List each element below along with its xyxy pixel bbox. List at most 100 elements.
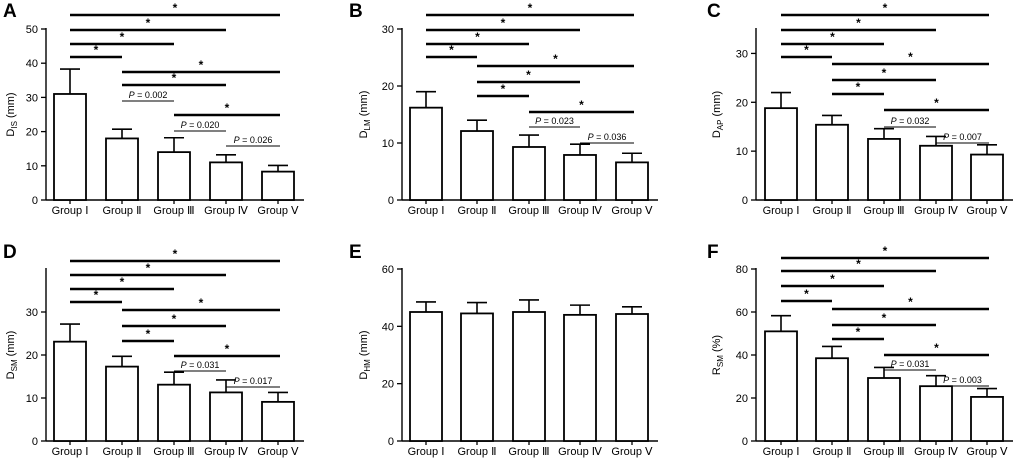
x-tick-label: Group Ⅴ [966,205,1008,217]
chart-panel-b: B 0 10 20 30 DLM (mm) Group Ⅰ Group Ⅱ Group Ⅲ Gro… [349,1,658,217]
x-tick-label: Group Ⅲ [863,446,904,458]
p-value-label: P = 0.036 [588,132,627,142]
y-tick-label: 30 [382,24,394,36]
chart-panel-f: F 0 20 40 60 80 RSM (%) Group Ⅰ Group Ⅱ Group Ⅲ Gr… [707,242,1013,458]
y-tick-label: 40 [382,321,394,333]
x-tick-label: Group Ⅲ [863,205,904,217]
y-axis-label: DAP (mm) [711,91,725,138]
significance-star: * [173,247,178,261]
chart-panel-d: D 0 10 20 30 DSM (mm) Group Ⅰ Group Ⅱ Group Ⅲ Gro… [3,242,304,458]
p-value-label: P = 0.032 [891,116,930,126]
significance-star: * [883,244,888,258]
bar [460,130,494,201]
y-axis-label: DHM (mm) [358,330,372,379]
y-tick-label: 20 [382,379,394,391]
significance-star: * [856,80,861,94]
x-tick-label: Group Ⅳ [558,446,603,458]
significance-star: * [856,325,861,339]
bar [615,161,649,201]
y-axis-label: DIS (mm) [5,92,19,136]
significance-star: * [908,50,913,64]
significance-star: * [579,98,584,112]
y-tick-label: 80 [736,264,748,276]
x-tick-label: Group Ⅲ [153,205,194,217]
x-tick-label: Group Ⅲ [508,205,549,217]
p-value-label: P = 0.031 [891,359,930,369]
significance-star: * [883,1,888,15]
p-value-label: P = 0.003 [943,375,982,385]
bar [157,383,191,442]
x-tick-label: Group Ⅳ [204,205,249,217]
x-tick-label: Group Ⅱ [102,205,141,217]
y-tick-label: 20 [26,127,38,139]
chart-panel-e: E 0 20 40 60 DHM (mm) Group Ⅰ Group Ⅱ Group Ⅲ Gro… [349,242,658,458]
panel-label: C [707,1,721,22]
bar [615,313,649,442]
p-value-label: P = 0.002 [129,90,168,100]
x-tick-label: Group Ⅴ [257,205,299,217]
bar [261,170,295,201]
x-tick-label: Group Ⅱ [812,446,851,458]
significance-star: * [225,342,230,356]
chart-panel-a: A 0 10 20 30 40 50 DIS (mm) Group Ⅰ Group Ⅱ Group … [3,1,304,217]
p-value-label: P = 0.020 [181,120,220,130]
y-tick-label: 0 [32,195,38,207]
significance-star: * [908,295,913,309]
bar [970,396,1004,442]
y-tick-label: 30 [26,92,38,104]
bar [105,137,139,201]
y-tick-label: 0 [388,436,394,448]
x-tick-label: Group Ⅳ [914,205,959,217]
p-value-label: P = 0.017 [234,376,273,386]
x-tick-label: Group Ⅴ [611,205,653,217]
y-tick-label: 0 [388,195,394,207]
y-tick-label: 30 [26,307,38,319]
y-axis-label: RSM (%) [711,335,725,375]
y-tick-label: 10 [382,138,394,150]
bar [764,330,798,442]
x-tick-label: Group Ⅱ [812,205,851,217]
panel-label: E [349,242,362,263]
y-tick-label: 0 [742,195,748,207]
x-tick-label: Group Ⅴ [966,446,1008,458]
bar [867,377,901,442]
p-value-label: P = 0.023 [535,116,574,126]
y-tick-label: 50 [26,24,38,36]
significance-star: * [526,68,531,82]
bar [512,311,546,442]
x-tick-label: Group Ⅱ [102,446,141,458]
significance-star: * [882,66,887,80]
y-tick-label: 30 [736,48,748,60]
significance-star: * [199,58,204,72]
p-value-label: P = 0.026 [234,135,273,145]
bar [512,146,546,201]
x-tick-label: Group Ⅴ [257,446,299,458]
x-tick-label: Group Ⅰ [52,205,89,217]
bar [563,154,597,201]
bar [53,340,87,442]
bar [409,106,443,201]
significance-star: * [804,43,809,57]
bar [815,357,849,442]
y-tick-label: 0 [32,436,38,448]
significance-star: * [830,30,835,44]
y-axis-label: DLM (mm) [358,91,372,139]
bar [261,400,295,442]
significance-star: * [120,275,125,289]
y-tick-label: 20 [382,81,394,93]
bar [105,365,139,442]
y-tick-label: 60 [736,307,748,319]
chart-panel-c: C 0 10 20 30 DAP (mm) Group Ⅰ Group Ⅱ Group Ⅲ Gro… [707,1,1013,217]
significance-star: * [120,30,125,44]
y-tick-label: 10 [736,146,748,158]
x-tick-label: Group Ⅰ [763,205,800,217]
panel-label: D [3,242,17,263]
y-axis-label: DSM (mm) [5,331,19,380]
panel-label: B [349,1,363,22]
y-tick-label: 20 [26,350,38,362]
p-value-label: P = 0.031 [181,360,220,370]
bar [919,144,953,201]
y-tick-label: 60 [382,264,394,276]
x-tick-label: Group Ⅳ [558,205,603,217]
significance-star: * [882,311,887,325]
